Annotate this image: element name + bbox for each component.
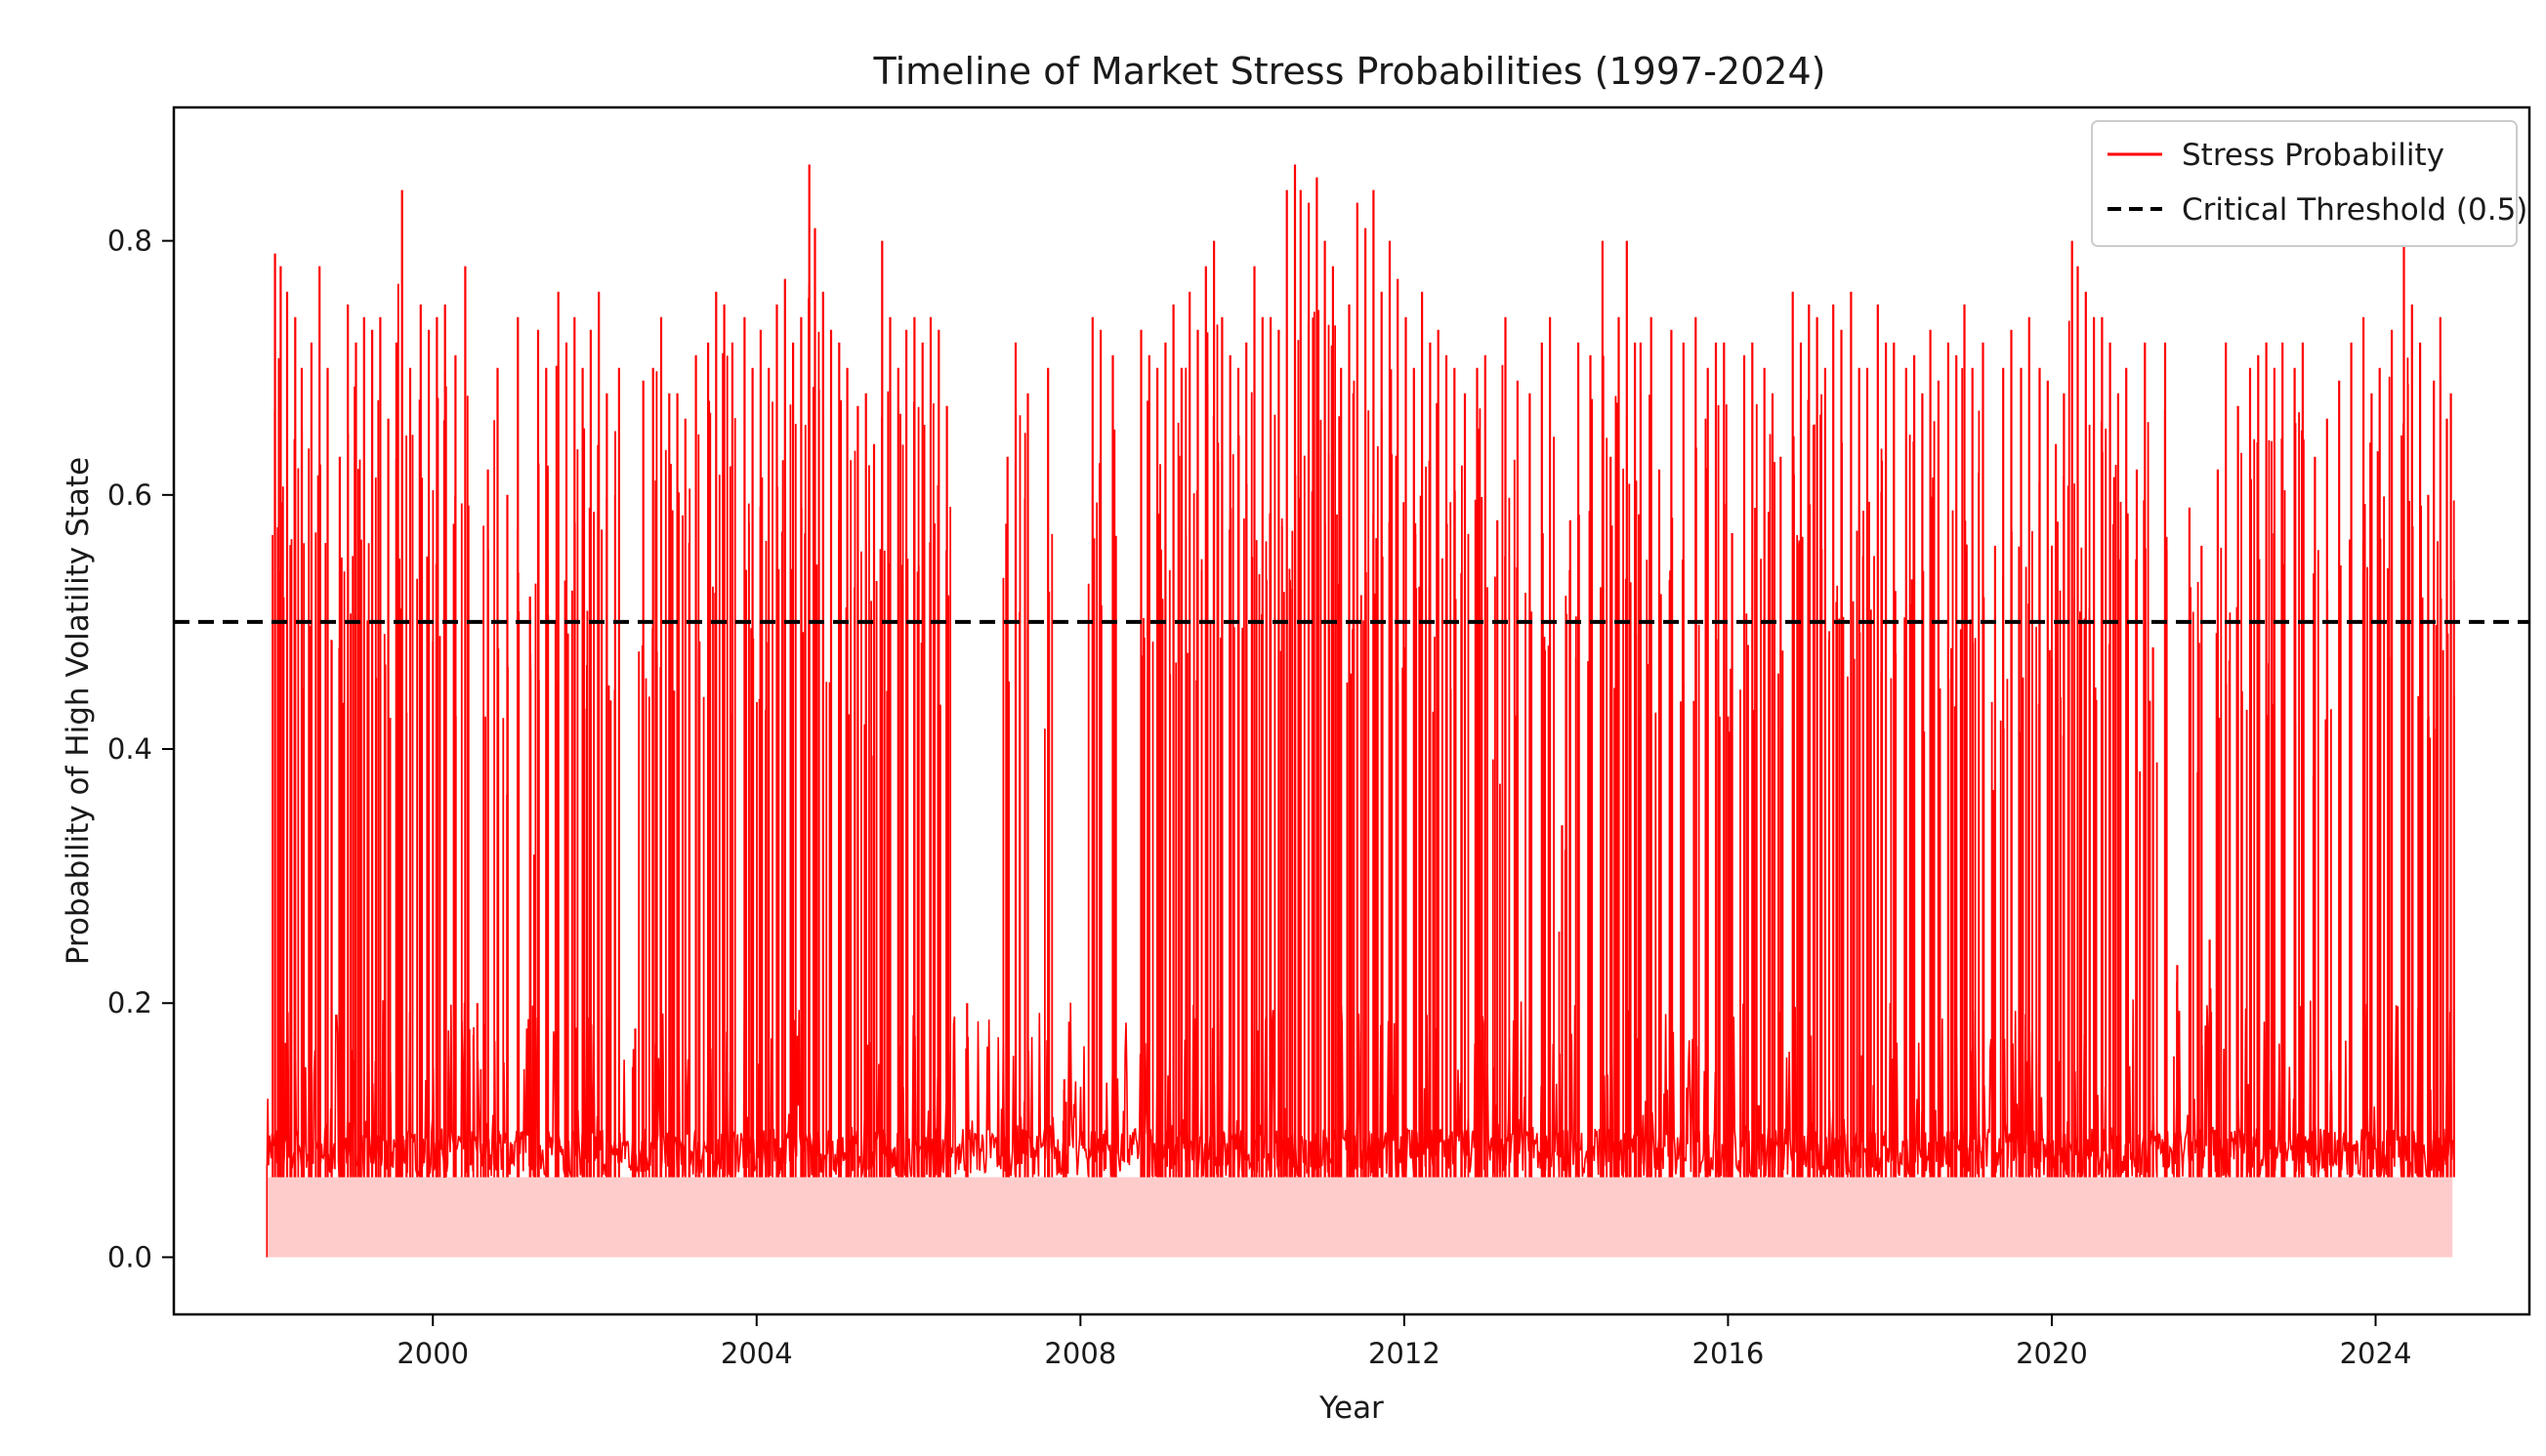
y-tick-label: 0.6 bbox=[107, 478, 152, 512]
x-tick-label: 2012 bbox=[1368, 1337, 1440, 1370]
y-tick-label: 0.8 bbox=[107, 225, 152, 258]
stress-probability-fill bbox=[267, 1177, 2453, 1258]
stress-probability-series bbox=[266, 164, 2455, 1258]
plot-area bbox=[172, 105, 2531, 1316]
chart-title: Timeline of Market Stress Probabilities … bbox=[873, 50, 1826, 93]
y-tick-label: 0.0 bbox=[107, 1240, 152, 1273]
x-tick-label: 2016 bbox=[1692, 1337, 1765, 1370]
y-axis-label: Probability of High Volatility State bbox=[61, 457, 96, 965]
legend-stress-probability-label: Stress Probability bbox=[2182, 138, 2444, 173]
y-tick-label: 0.4 bbox=[107, 732, 152, 766]
x-tick-label: 2004 bbox=[721, 1337, 793, 1370]
legend-box bbox=[2091, 120, 2518, 247]
y-tick-label: 0.2 bbox=[107, 986, 152, 1019]
x-tick-label: 2008 bbox=[1044, 1337, 1116, 1370]
x-axis-label: Year bbox=[1318, 1391, 1384, 1426]
x-tick-label: 2024 bbox=[2340, 1337, 2412, 1370]
stress-probability-line bbox=[266, 999, 2454, 1258]
plot-frame bbox=[172, 105, 2531, 1316]
chart-legend: Stress Probability Critical Threshold (0… bbox=[2091, 120, 2527, 247]
x-axis-ticks: 2000 2004 2008 2012 2016 2020 2024 bbox=[397, 1314, 2411, 1370]
legend-critical-threshold-label: Critical Threshold (0.5) bbox=[2182, 192, 2527, 228]
x-tick-label: 2000 bbox=[397, 1337, 469, 1370]
x-tick-label: 2020 bbox=[2016, 1337, 2088, 1370]
stress-probability-area bbox=[267, 1177, 2453, 1258]
y-axis-ticks: 0.0 0.2 0.4 0.6 0.8 bbox=[107, 225, 174, 1273]
